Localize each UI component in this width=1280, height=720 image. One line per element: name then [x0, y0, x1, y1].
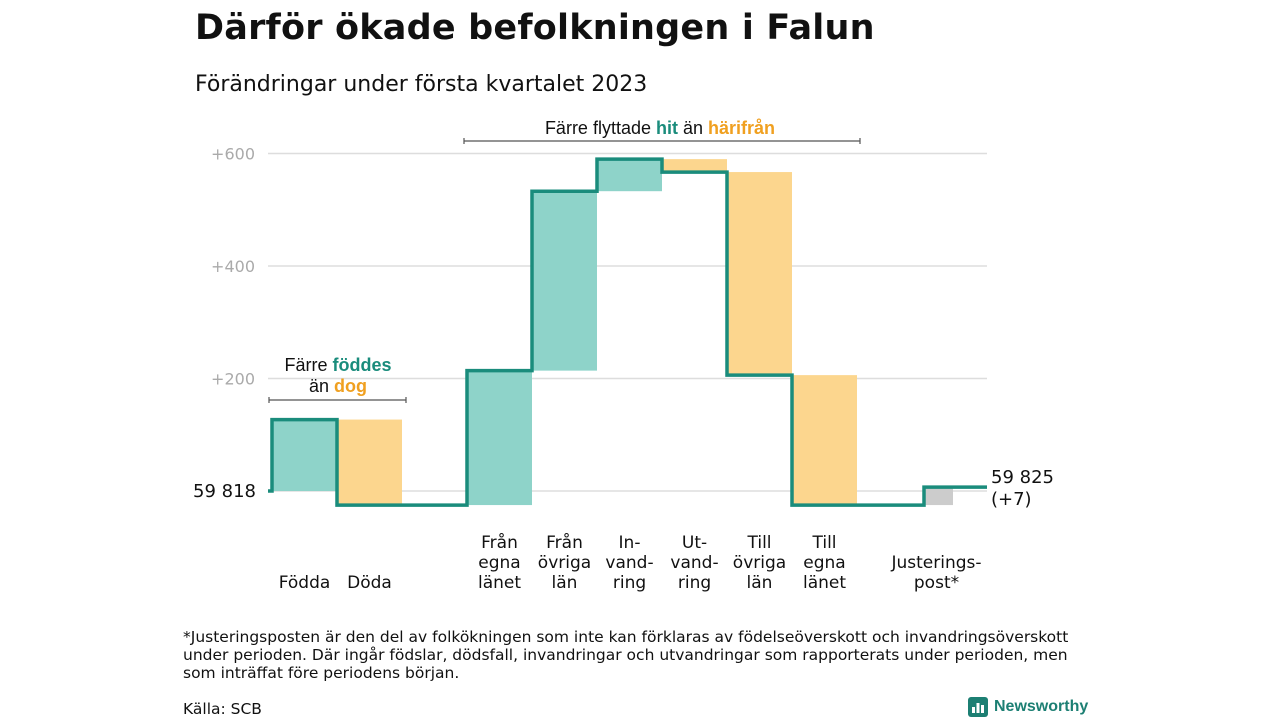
category-label: Till [811, 533, 836, 553]
category-label: In- [619, 533, 641, 553]
annotation-bracket [463, 138, 861, 144]
category-label: vand- [670, 553, 718, 573]
end-value-label: 59 825 [991, 467, 1054, 488]
source-note: Källa: SCB [183, 700, 262, 718]
category-label: egna [478, 553, 520, 573]
waterfall-bar [467, 370, 532, 506]
waterfall-bar [727, 172, 792, 376]
category-label: ring [613, 573, 646, 593]
annotation-part: Färre [284, 355, 332, 375]
category-label: Från [546, 532, 583, 553]
category-label: Födda [279, 573, 331, 593]
brand-logo: Newsworthy [968, 697, 1088, 717]
annotation-births-deaths-line2: än dog [309, 376, 367, 396]
category-label: Justerings- [890, 553, 981, 573]
annotation-part: dog [334, 376, 367, 396]
page-title: Därför ökade befolkningen i Falun [195, 8, 875, 48]
brand-name: Newsworthy [994, 698, 1089, 715]
waterfall-bar [532, 191, 597, 371]
y-tick-label: +400 [211, 257, 255, 276]
waterfall-chart: +200 +400 +600 59 818 59 825(+7) Födda Döda Fr… [193, 118, 1054, 593]
category-label: post* [914, 573, 959, 593]
annotation-part: föddes [333, 355, 392, 375]
annotation-part: härifrån [708, 118, 775, 138]
annotation-part: än [309, 376, 334, 396]
annotation-bracket [268, 397, 407, 403]
step-line [268, 157, 987, 507]
waterfall-bar [597, 159, 662, 192]
y-tick-label: +200 [211, 370, 255, 389]
category-label: Döda [347, 573, 392, 593]
annotation-part: än [678, 118, 708, 138]
bar-chart-logo-icon [968, 697, 988, 717]
annotation-part: hit [656, 118, 678, 138]
category-label: länet [478, 573, 521, 593]
waterfall-bar [792, 375, 857, 506]
category-label: länet [803, 573, 846, 593]
waterfall-bar [924, 487, 953, 506]
y-tick-label: +600 [211, 145, 255, 164]
end-change-label: (+7) [991, 489, 1032, 510]
start-value-label: 59 818 [193, 481, 256, 502]
category-label: ring [678, 573, 711, 593]
category-label: övriga [538, 553, 591, 573]
category-label: Från [481, 532, 518, 553]
category-label: län [552, 573, 578, 593]
footnote: *Justeringsposten är den del av folkökni… [183, 628, 1069, 682]
category-label: övriga [733, 553, 786, 573]
page-subtitle: Förändringar under första kvartalet 2023 [195, 72, 648, 97]
waterfall-bar [272, 419, 337, 491]
waterfall-bar [662, 159, 727, 173]
annotation-part: Färre flyttade [545, 118, 656, 138]
category-label: Ut- [682, 533, 707, 553]
annotation-migration: Färre flyttade hit än härifrån [545, 118, 775, 138]
waterfall-bar [337, 419, 402, 506]
category-label: Till [746, 533, 771, 553]
annotation-births-deaths-line1: Färre föddes [284, 355, 391, 375]
category-label: egna [803, 553, 845, 573]
category-label: vand- [605, 553, 653, 573]
category-label: län [747, 573, 773, 593]
